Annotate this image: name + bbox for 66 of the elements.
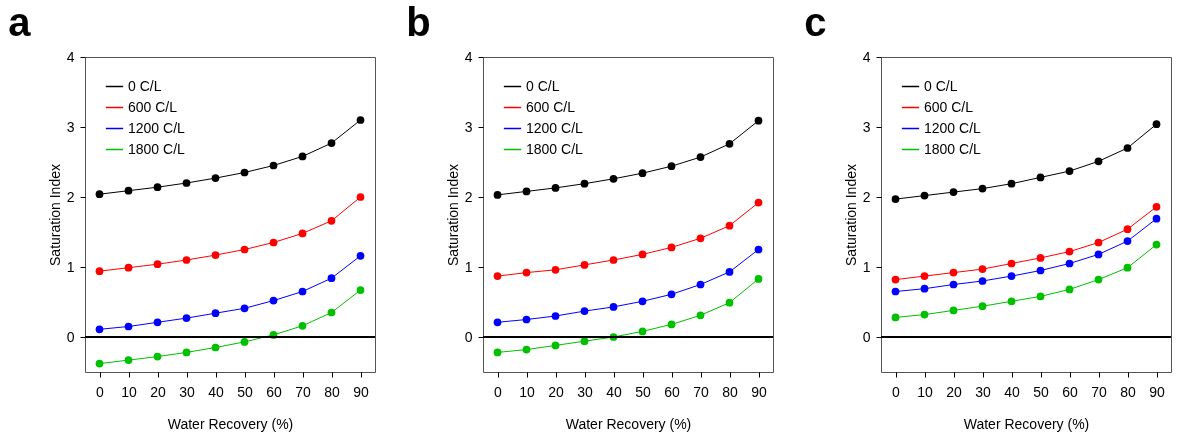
y-axis-title: Saturation Index <box>842 164 859 266</box>
x-axis-title: Water Recovery (%) <box>565 415 692 432</box>
y-tick-label: 1 <box>862 258 871 275</box>
y-tick-label: 1 <box>464 258 473 275</box>
x-tick-label: 90 <box>751 383 767 400</box>
x-tick-label: 10 <box>917 383 933 400</box>
x-tick-label: 0 <box>494 383 503 400</box>
x-tick-label: 50 <box>1033 383 1049 400</box>
x-axis-title: Water Recovery (%) <box>963 415 1090 432</box>
x-tick-label: 0 <box>892 383 901 400</box>
x-tick-label: 20 <box>548 383 564 400</box>
y-tick-label: 0 <box>464 328 473 345</box>
y-tick-label: 0 <box>66 328 75 345</box>
y-tick-label: 3 <box>464 118 473 135</box>
legend-label: 0 C/L <box>128 77 162 94</box>
x-tick-label: 70 <box>693 383 709 400</box>
x-tick-label: 50 <box>237 383 253 400</box>
legend-label: 0 C/L <box>924 77 958 94</box>
y-tick-label: 4 <box>464 48 473 65</box>
x-tick-label: 90 <box>1149 383 1165 400</box>
chart-title: c <box>804 0 827 44</box>
chart-title: a <box>8 0 32 44</box>
legend-label: 1800 C/L <box>526 140 584 157</box>
y-tick-label: 4 <box>862 48 871 65</box>
x-tick-label: 60 <box>266 383 282 400</box>
x-tick-label: 30 <box>179 383 195 400</box>
x-tick-label: 30 <box>975 383 991 400</box>
legend-label: 1800 C/L <box>128 140 186 157</box>
y-tick-label: 3 <box>66 118 75 135</box>
y-tick-label: 2 <box>464 188 473 205</box>
y-axis-title: Saturation Index <box>46 164 63 266</box>
x-tick-label: 50 <box>635 383 651 400</box>
x-tick-label: 10 <box>519 383 535 400</box>
x-tick-label: 30 <box>577 383 593 400</box>
x-tick-label: 80 <box>722 383 738 400</box>
x-tick-label: 40 <box>606 383 622 400</box>
x-tick-label: 20 <box>150 383 166 400</box>
legend-label: 600 C/L <box>526 98 576 115</box>
x-tick-label: 70 <box>1091 383 1107 400</box>
chart-title: b <box>406 0 431 44</box>
x-tick-label: 80 <box>324 383 340 400</box>
y-tick-label: 2 <box>66 188 75 205</box>
legend-label: 1200 C/L <box>924 119 982 136</box>
x-tick-label: 40 <box>208 383 224 400</box>
legend-label: 600 C/L <box>924 98 974 115</box>
y-axis-title: Saturation Index <box>444 164 461 266</box>
legend-label: 1200 C/L <box>128 119 186 136</box>
x-tick-label: 10 <box>121 383 137 400</box>
y-tick-label: 2 <box>862 188 871 205</box>
x-tick-label: 40 <box>1004 383 1020 400</box>
x-tick-label: 60 <box>1062 383 1078 400</box>
y-tick-label: 3 <box>862 118 871 135</box>
x-tick-label: 60 <box>664 383 680 400</box>
x-tick-label: 70 <box>295 383 311 400</box>
legend-label: 0 C/L <box>526 77 560 94</box>
x-axis-title: Water Recovery (%) <box>167 415 294 432</box>
legend-label: 1200 C/L <box>526 119 584 136</box>
x-tick-label: 80 <box>1120 383 1136 400</box>
legend-label: 600 C/L <box>128 98 178 115</box>
x-tick-label: 90 <box>353 383 369 400</box>
legend-label: 1800 C/L <box>924 140 982 157</box>
x-tick-label: 20 <box>946 383 962 400</box>
y-tick-label: 1 <box>66 258 75 275</box>
x-tick-label: 0 <box>96 383 105 400</box>
y-tick-label: 0 <box>862 328 871 345</box>
y-tick-label: 4 <box>66 48 75 65</box>
